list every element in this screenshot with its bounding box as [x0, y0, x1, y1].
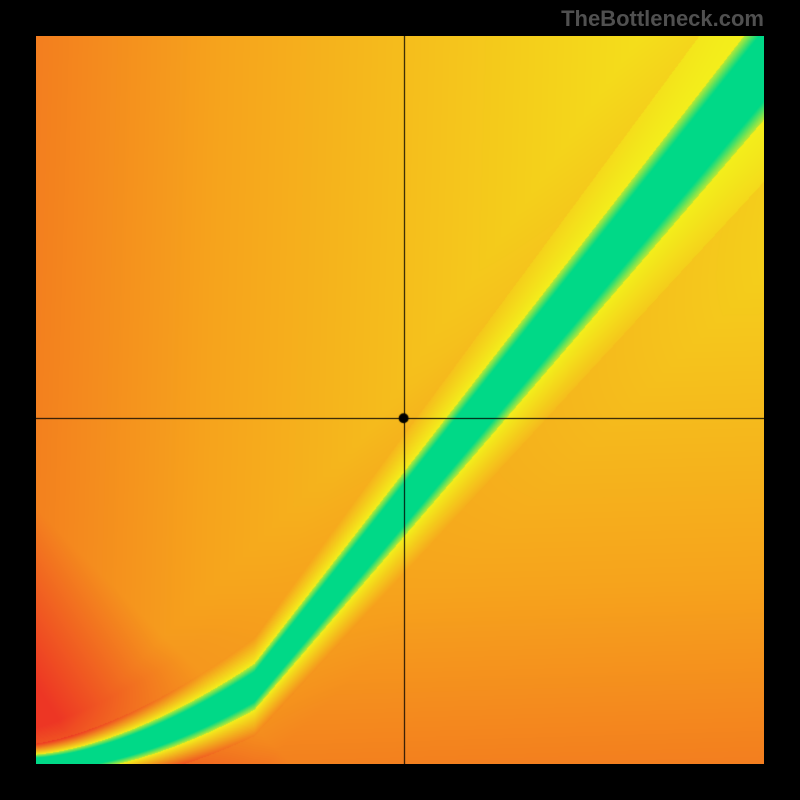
bottleneck-heatmap: [36, 36, 764, 764]
watermark-text: TheBottleneck.com: [561, 6, 764, 32]
